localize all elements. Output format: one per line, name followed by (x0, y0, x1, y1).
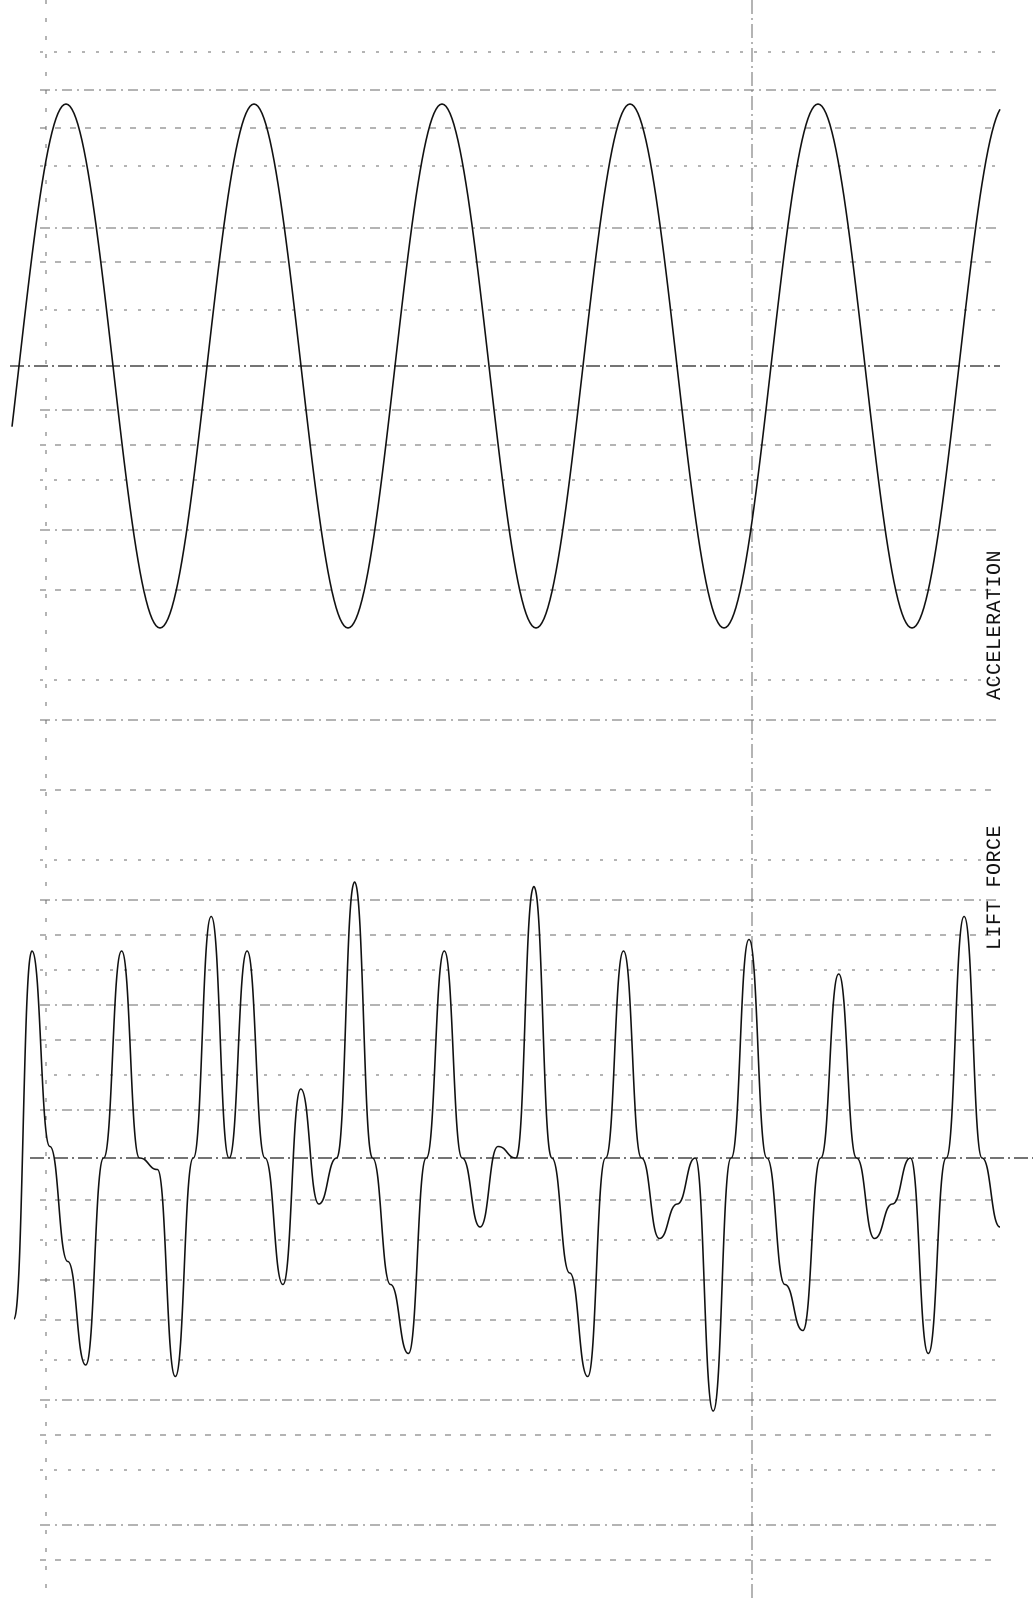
acceleration-trace (11, 103, 1001, 629)
zero-axes (10, 365, 1033, 1159)
lift-force-trace (13, 881, 1001, 1412)
lift-force-label: LIFT FORCE (984, 825, 1007, 950)
acceleration-label: ACCELERATION (984, 550, 1007, 700)
chart-paper-rulings (40, 0, 1000, 1600)
signal-traces (11, 103, 1001, 1412)
